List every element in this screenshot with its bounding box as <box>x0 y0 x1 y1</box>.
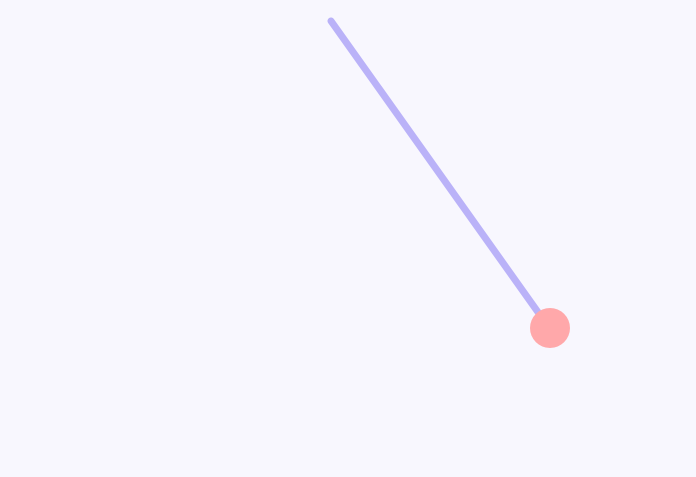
pendulum-bob[interactable] <box>530 308 570 348</box>
pendulum-rope <box>327 17 544 319</box>
